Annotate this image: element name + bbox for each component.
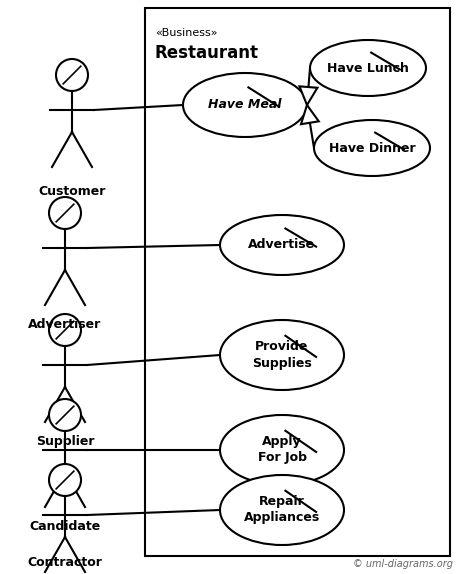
Text: Apply
For Job: Apply For Job (257, 436, 306, 464)
Text: Have Dinner: Have Dinner (329, 142, 415, 154)
Ellipse shape (314, 120, 430, 176)
Circle shape (49, 464, 81, 496)
Ellipse shape (220, 415, 344, 485)
Circle shape (49, 399, 81, 431)
Ellipse shape (220, 320, 344, 390)
Circle shape (56, 59, 88, 91)
Text: Provide
Supplies: Provide Supplies (252, 340, 312, 370)
Bar (145, 8, 450, 556)
Text: Advertiser: Advertiser (28, 318, 102, 331)
Circle shape (49, 314, 81, 346)
Ellipse shape (310, 40, 426, 96)
Text: © uml-diagrams.org: © uml-diagrams.org (353, 559, 453, 569)
Polygon shape (301, 105, 319, 124)
Ellipse shape (220, 475, 344, 545)
Text: Candidate: Candidate (29, 520, 101, 533)
Polygon shape (300, 86, 317, 105)
Ellipse shape (183, 73, 307, 137)
Text: Have Meal: Have Meal (208, 99, 282, 111)
Text: Have Lunch: Have Lunch (327, 61, 409, 75)
Text: Contractor: Contractor (27, 556, 103, 569)
Text: «Business»: «Business» (155, 28, 218, 38)
Text: Advertise: Advertise (248, 239, 316, 251)
Circle shape (49, 197, 81, 229)
Text: Repair
Appliances: Repair Appliances (244, 495, 320, 525)
Text: Customer: Customer (38, 185, 106, 198)
Text: Supplier: Supplier (36, 435, 94, 448)
Text: Restaurant: Restaurant (155, 44, 259, 62)
Ellipse shape (220, 215, 344, 275)
